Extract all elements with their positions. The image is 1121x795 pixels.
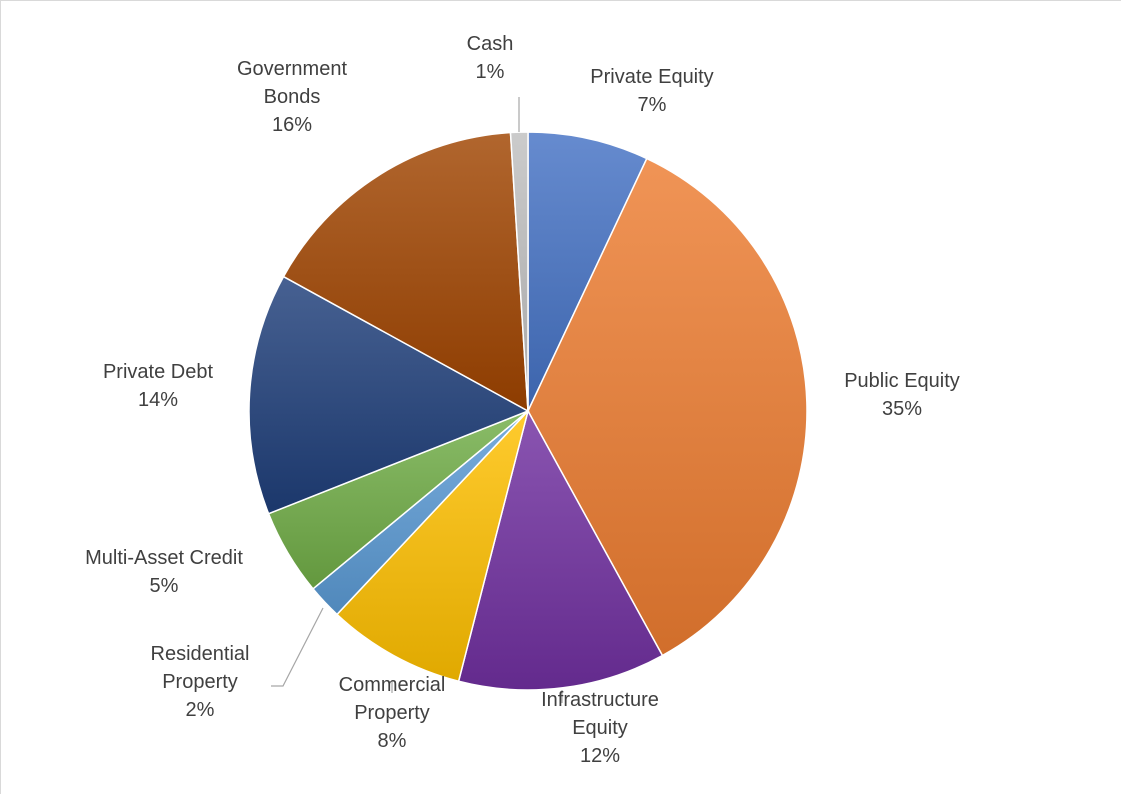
- label-value: 14%: [138, 389, 178, 411]
- label-name: Commercial: [339, 674, 446, 696]
- label-private-debt: Private Debt 14%: [103, 361, 213, 411]
- label-value: 16%: [272, 114, 312, 136]
- slice-cash: [509, 131, 529, 412]
- slice-government-bonds: [282, 131, 529, 413]
- label-name: Property: [162, 671, 238, 693]
- label-name: Bonds: [264, 86, 321, 108]
- label-value: 35%: [882, 398, 922, 420]
- label-residential-property: Residential Property 2%: [151, 643, 250, 721]
- label-value: 7%: [638, 94, 667, 116]
- label-name: Government: [237, 58, 347, 80]
- label-value: 1%: [476, 61, 505, 83]
- slice-private-debt: [248, 275, 530, 515]
- label-name: Infrastructure: [541, 689, 659, 711]
- label-name: Cash: [467, 33, 514, 55]
- label-public-equity: Public Equity 35%: [844, 370, 960, 420]
- label-name: Private Equity: [590, 66, 713, 88]
- label-cash: Cash 1%: [467, 33, 514, 83]
- slice-public-equity: [527, 157, 808, 657]
- label-infrastructure-equity: Infrastructure Equity 12%: [541, 689, 659, 767]
- leader-lines: [271, 97, 563, 703]
- label-value: 12%: [580, 745, 620, 767]
- label-value: 5%: [150, 575, 179, 597]
- label-private-equity: Private Equity 7%: [590, 66, 713, 116]
- label-name: Private Debt: [103, 361, 213, 383]
- label-commercial-property: Commercial Property 8%: [339, 674, 446, 752]
- label-name: Equity: [572, 717, 628, 739]
- label-value: 2%: [186, 699, 215, 721]
- slice-private-equity: [527, 131, 648, 412]
- label-government-bonds: Government Bonds 16%: [237, 58, 347, 136]
- label-value: 8%: [378, 730, 407, 752]
- label-name: Residential: [151, 643, 250, 665]
- leader-line-residential-property: [271, 607, 324, 687]
- slices-layer: [248, 131, 808, 691]
- slice-commercial-property: [335, 410, 529, 683]
- label-name: Public Equity: [844, 370, 960, 392]
- slice-labels: Private Equity 7% Public Equity 35% Infrastr…: [85, 33, 960, 767]
- label-name: Property: [354, 702, 430, 724]
- label-multi-asset-credit: Multi-Asset Credit 5%: [85, 547, 243, 597]
- label-name: Multi-Asset Credit: [85, 547, 243, 569]
- slice-infrastructure-equity: [457, 408, 664, 691]
